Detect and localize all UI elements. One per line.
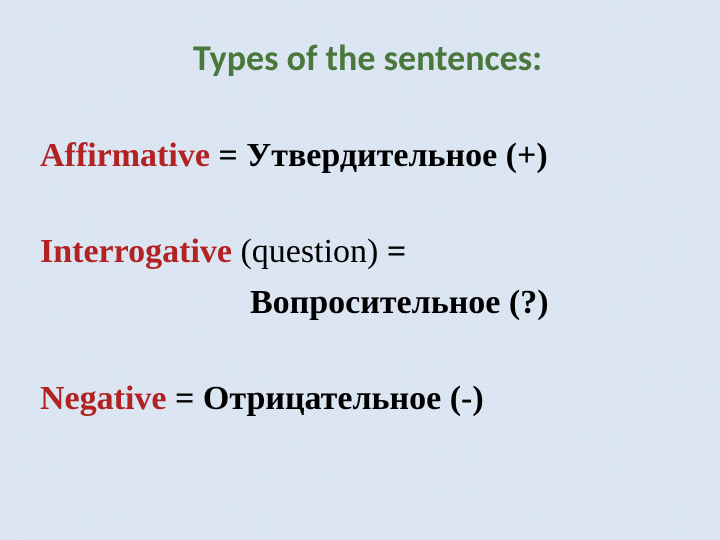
title-text: Types of the sentences: bbox=[193, 36, 542, 80]
negative-rest: = Отрицательное (-) bbox=[167, 380, 484, 417]
affirmative-term: Affirmative bbox=[40, 137, 210, 174]
interrogative-sub-row: Вопросительное (?) bbox=[40, 277, 695, 328]
interrogative-sub-text: Вопросительное (?) bbox=[250, 284, 549, 321]
slide-title: Types of the sentences: bbox=[40, 36, 695, 80]
slide-container: Types of the sentences: Affirmative = Ут… bbox=[0, 0, 720, 540]
negative-term: Negative bbox=[40, 380, 167, 417]
negative-row: Negative = Отрицательное (-) bbox=[40, 373, 695, 424]
interrogative-rest: = bbox=[378, 233, 406, 270]
interrogative-term: Interrogative bbox=[40, 233, 232, 270]
content-area: Affirmative = Утвердительное (+) Interro… bbox=[40, 130, 695, 424]
affirmative-rest: = Утвердительное (+) bbox=[210, 137, 548, 174]
interrogative-note: (question) bbox=[232, 233, 378, 270]
affirmative-row: Affirmative = Утвердительное (+) bbox=[40, 130, 695, 181]
interrogative-row: Interrogative (question) = bbox=[40, 226, 695, 277]
